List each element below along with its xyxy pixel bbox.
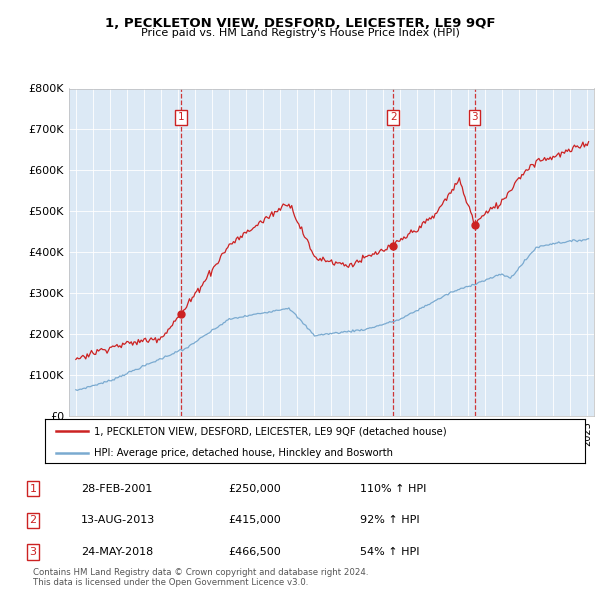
Text: 110% ↑ HPI: 110% ↑ HPI [360,484,427,493]
Text: 92% ↑ HPI: 92% ↑ HPI [360,516,419,525]
Text: £466,500: £466,500 [228,548,281,557]
Text: 24-MAY-2018: 24-MAY-2018 [81,548,153,557]
Text: £250,000: £250,000 [228,484,281,493]
Text: 28-FEB-2001: 28-FEB-2001 [81,484,152,493]
Text: 1, PECKLETON VIEW, DESFORD, LEICESTER, LE9 9QF: 1, PECKLETON VIEW, DESFORD, LEICESTER, L… [105,17,495,30]
Text: Price paid vs. HM Land Registry's House Price Index (HPI): Price paid vs. HM Land Registry's House … [140,28,460,38]
Text: 3: 3 [471,112,478,122]
Text: 1: 1 [29,484,37,493]
Text: 2: 2 [390,112,397,122]
Text: 3: 3 [29,548,37,557]
Text: 2: 2 [29,516,37,525]
Text: Contains HM Land Registry data © Crown copyright and database right 2024.
This d: Contains HM Land Registry data © Crown c… [33,568,368,587]
Text: HPI: Average price, detached house, Hinckley and Bosworth: HPI: Average price, detached house, Hinc… [94,448,392,458]
Text: 1: 1 [178,112,184,122]
Text: £415,000: £415,000 [228,516,281,525]
Text: 1, PECKLETON VIEW, DESFORD, LEICESTER, LE9 9QF (detached house): 1, PECKLETON VIEW, DESFORD, LEICESTER, L… [94,427,446,436]
Text: 13-AUG-2013: 13-AUG-2013 [81,516,155,525]
Text: 54% ↑ HPI: 54% ↑ HPI [360,548,419,557]
